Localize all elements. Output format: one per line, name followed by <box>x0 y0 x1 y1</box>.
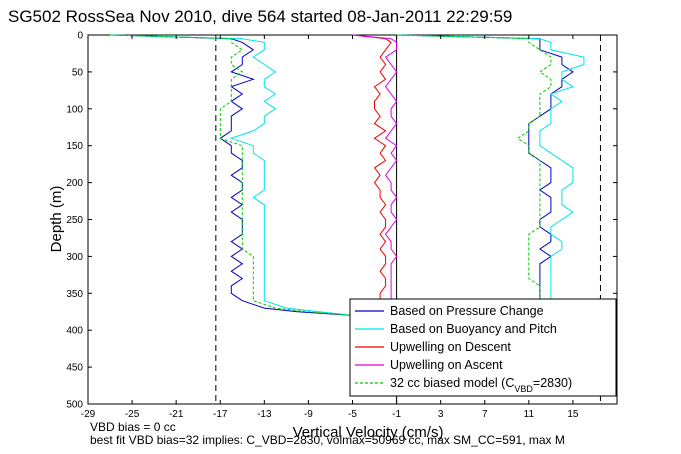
series-lines <box>109 34 585 316</box>
y-axis-label: Depth (m) <box>48 186 65 253</box>
x-tick-label: -5 <box>348 409 357 420</box>
x-tick-label: -13 <box>257 409 272 420</box>
chart-title: SG502 RossSea Nov 2010, dive 564 started… <box>8 7 512 26</box>
x-tick-label: 15 <box>567 409 579 420</box>
x-ticks: -29 -25 -21 -17 -13 -9 -5 -1 3 7 11 15 <box>81 35 579 420</box>
x-tick-label: 3 <box>438 409 444 420</box>
x-tick-label: 7 <box>482 409 488 420</box>
series-line-ascent <box>396 34 552 316</box>
y-tick-label: 300 <box>66 252 83 263</box>
legend-label: Upwelling on Ascent <box>390 358 503 372</box>
x-axis-label: Vertical Velocity (cm/s) <box>293 424 444 441</box>
y-tick-label: 50 <box>72 67 84 78</box>
vbd-bias-note: VBD bias = 0 cc <box>90 420 176 434</box>
x-tick-label: -21 <box>169 409 184 420</box>
legend-label: Based on Pressure Change <box>390 304 544 318</box>
series-line-ascent <box>396 34 585 316</box>
series-line-descent <box>109 34 353 316</box>
legend-label: Upwelling on Descent <box>390 340 511 354</box>
legend-box <box>349 298 617 397</box>
x-tick-label: -25 <box>125 409 140 420</box>
legend: Based on Pressure Change Based on Buoyanc… <box>349 298 617 397</box>
x-tick-label: -1 <box>392 409 401 420</box>
series-line-descent <box>109 34 353 316</box>
legend-label: 32 cc biased model (CVBD=2830) <box>390 376 572 394</box>
y-tick-label: 400 <box>66 326 83 337</box>
x-tick-label: -17 <box>213 409 228 420</box>
y-tick-label: 200 <box>66 178 83 189</box>
y-tick-label: 150 <box>66 141 83 152</box>
x-tick-label: -29 <box>81 409 96 420</box>
series-line-descent <box>109 34 353 316</box>
x-tick-label: 11 <box>524 409 535 420</box>
y-tick-label: 100 <box>66 104 83 115</box>
series-line-descent <box>352 34 398 316</box>
legend-label: Based on Buoyancy and Pitch <box>390 322 557 336</box>
series-line-ascent <box>352 34 398 316</box>
y-tick-label: 0 <box>77 31 83 42</box>
series-line-ascent <box>396 34 574 316</box>
y-tick-label: 250 <box>66 215 83 226</box>
x-tick-label: -9 <box>304 409 313 420</box>
y-tick-label: 500 <box>66 400 83 411</box>
y-tick-label: 450 <box>66 363 83 374</box>
best-fit-note: best fit VBD bias=32 implies: C_VBD=2830… <box>90 433 565 447</box>
y-ticks: 0 50 100 150 200 250 300 350 400 450 500 <box>66 31 617 411</box>
y-tick-label: 350 <box>66 289 83 300</box>
